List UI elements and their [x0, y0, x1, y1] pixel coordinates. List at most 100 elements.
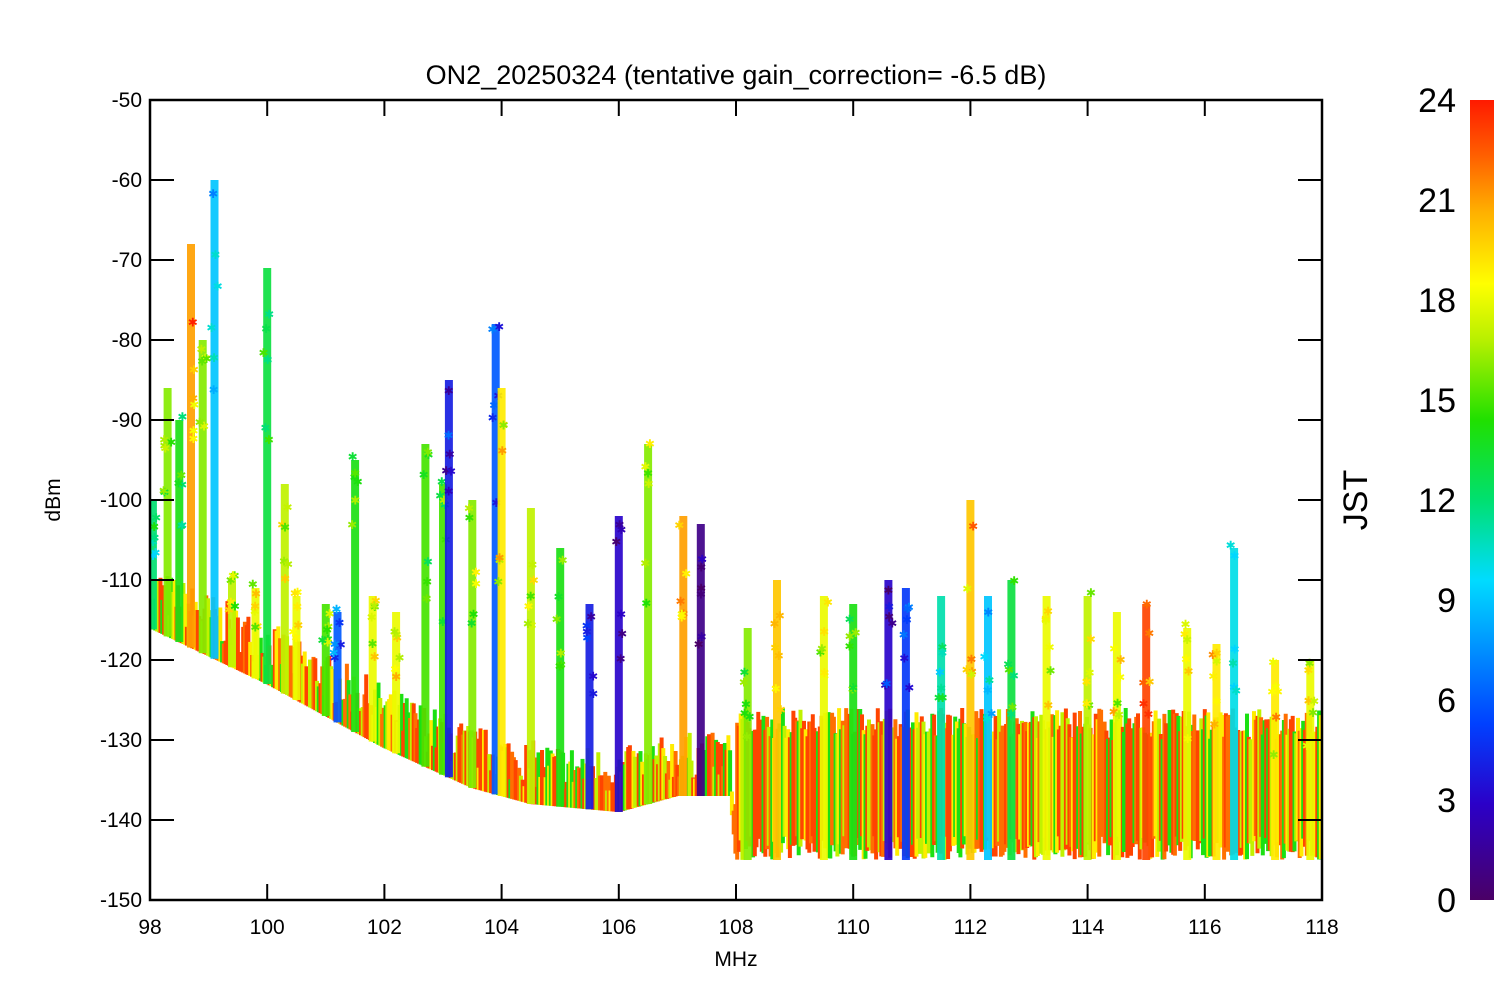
- peak-marker: ✱: [986, 707, 996, 721]
- peak-marker: ✱: [201, 352, 211, 366]
- peak-marker: ✱: [349, 470, 359, 484]
- peak-marker: ✱: [674, 518, 684, 532]
- peak-marker: ✱: [742, 730, 752, 744]
- signal-peak: ✱✱✱✱✱✱: [419, 444, 434, 767]
- peak-bar: [849, 604, 858, 860]
- peak-marker: ✱: [1229, 681, 1239, 695]
- signal-peak: ✱✱✱✱✱✱: [389, 612, 405, 754]
- peak-marker: ✱: [884, 600, 894, 614]
- peak-marker: ✱: [264, 433, 274, 447]
- peak-marker: ✱: [739, 675, 749, 689]
- peak-marker: ✱: [936, 682, 946, 696]
- peak-bar: [491, 324, 500, 795]
- peak-marker: ✱: [350, 466, 360, 480]
- peak-marker: ✱: [441, 464, 451, 478]
- y-tick-label: -110: [102, 569, 142, 592]
- peak-marker: ✱: [880, 678, 890, 692]
- peak-marker: ✱: [1138, 697, 1148, 711]
- peak-marker: ✱: [696, 582, 706, 596]
- peak-marker: ✱: [1183, 732, 1193, 746]
- peak-marker: ✱: [1304, 656, 1314, 670]
- peak-marker: ✱: [845, 630, 855, 644]
- peak-bar: [1183, 628, 1192, 860]
- peak-marker: ✱: [250, 600, 260, 614]
- peak-marker: ✱: [487, 322, 497, 336]
- peak-bar: [150, 500, 157, 630]
- peak-bar: [1007, 580, 1016, 860]
- peak-bar: [1112, 612, 1121, 860]
- peak-marker: ✱: [1109, 705, 1119, 719]
- colorbar-tick-label: 21: [1418, 182, 1456, 220]
- peak-marker: ✱: [962, 582, 972, 596]
- peak-marker: ✱: [644, 477, 654, 491]
- peak-marker: ✱: [188, 432, 198, 446]
- peak-marker: ✱: [902, 613, 912, 627]
- peak-marker: ✱: [582, 631, 592, 645]
- peak-marker: ✱: [845, 613, 855, 627]
- peak-marker: ✱: [206, 321, 216, 335]
- peak-marker: ✱: [260, 421, 270, 435]
- peak-marker: ✱: [983, 606, 993, 620]
- peak-marker: ✱: [775, 609, 785, 623]
- peak-marker: ✱: [292, 600, 302, 614]
- peak-marker: ✱: [291, 631, 301, 645]
- signal-peak: ✱✱✱✱✱✱: [317, 604, 335, 716]
- peak-marker: ✱: [213, 280, 223, 294]
- peak-marker: ✱: [677, 611, 687, 625]
- peak-bar: [421, 444, 430, 767]
- colorbar-tick-label: 18: [1418, 282, 1456, 320]
- peak-marker: ✱: [370, 650, 380, 664]
- peak-marker: ✱: [334, 616, 344, 630]
- peak-marker: ✱: [323, 633, 333, 647]
- peak-marker: ✱: [556, 647, 566, 661]
- peak-marker: ✱: [935, 666, 945, 680]
- peak-marker: ✱: [422, 575, 432, 589]
- signal-peak: ✱✱✱✱✱✱: [195, 340, 212, 654]
- peak-marker: ✱: [444, 484, 454, 498]
- peak-marker: ✱: [614, 518, 624, 532]
- peak-marker: ✱: [494, 551, 504, 565]
- signal-peak: ✱✱✱✱✱✱: [367, 594, 381, 742]
- peak-marker: ✱: [640, 557, 650, 571]
- peak-marker: ✱: [252, 619, 262, 633]
- signal-peak: ✱✱✱✱✱✱: [1138, 598, 1155, 860]
- peak-marker: ✱: [588, 687, 598, 701]
- peak-marker: ✱: [292, 586, 302, 600]
- peak-marker: ✱: [1308, 706, 1318, 720]
- peak-marker: ✱: [1226, 538, 1236, 552]
- signal-peak: ✱✱✱✱✱✱: [148, 500, 161, 630]
- peak-bar: [1142, 604, 1151, 860]
- peak-marker: ✱: [148, 549, 158, 563]
- peak-marker: ✱: [681, 567, 691, 581]
- peak-marker: ✱: [616, 608, 626, 622]
- peak-marker: ✱: [392, 631, 402, 645]
- signal-peak: ✱✱✱✱✱✱: [1302, 656, 1319, 860]
- peak-marker: ✱: [962, 663, 972, 677]
- peak-marker: ✱: [1212, 647, 1222, 661]
- peak-marker: ✱: [1085, 666, 1095, 680]
- x-axis-label: MHz: [714, 948, 757, 971]
- peak-marker: ✱: [445, 447, 455, 461]
- peak-marker: ✱: [488, 411, 498, 425]
- signal-peak: ✱✱✱✱✱✱: [277, 484, 293, 694]
- signal-peak: ✱✱✱✱✱✱: [1081, 586, 1096, 860]
- peak-marker: ✱: [1212, 654, 1222, 668]
- peak-marker: ✱: [1212, 694, 1222, 708]
- peak-bar: [1271, 660, 1280, 860]
- peak-marker: ✱: [1183, 664, 1193, 678]
- peak-marker: ✱: [617, 627, 627, 641]
- signal-peak: ✱✱✱✱✱✱: [258, 268, 274, 684]
- peak-bar: [351, 460, 360, 732]
- peak-marker: ✱: [419, 468, 429, 482]
- peak-marker: ✱: [329, 646, 339, 660]
- signal-peak: ✱✱✱✱✱✱: [1041, 596, 1056, 860]
- peak-bar: [439, 484, 447, 775]
- peak-marker: ✱: [188, 316, 198, 330]
- peak-marker: ✱: [611, 535, 621, 549]
- peak-marker: ✱: [196, 343, 206, 357]
- peak-bar: [368, 596, 377, 742]
- peak-marker: ✱: [471, 577, 481, 591]
- peak-marker: ✱: [1045, 664, 1055, 678]
- peak-marker: ✱: [230, 599, 240, 613]
- signal-peak: ✱✱✱✱✱✱: [523, 508, 539, 804]
